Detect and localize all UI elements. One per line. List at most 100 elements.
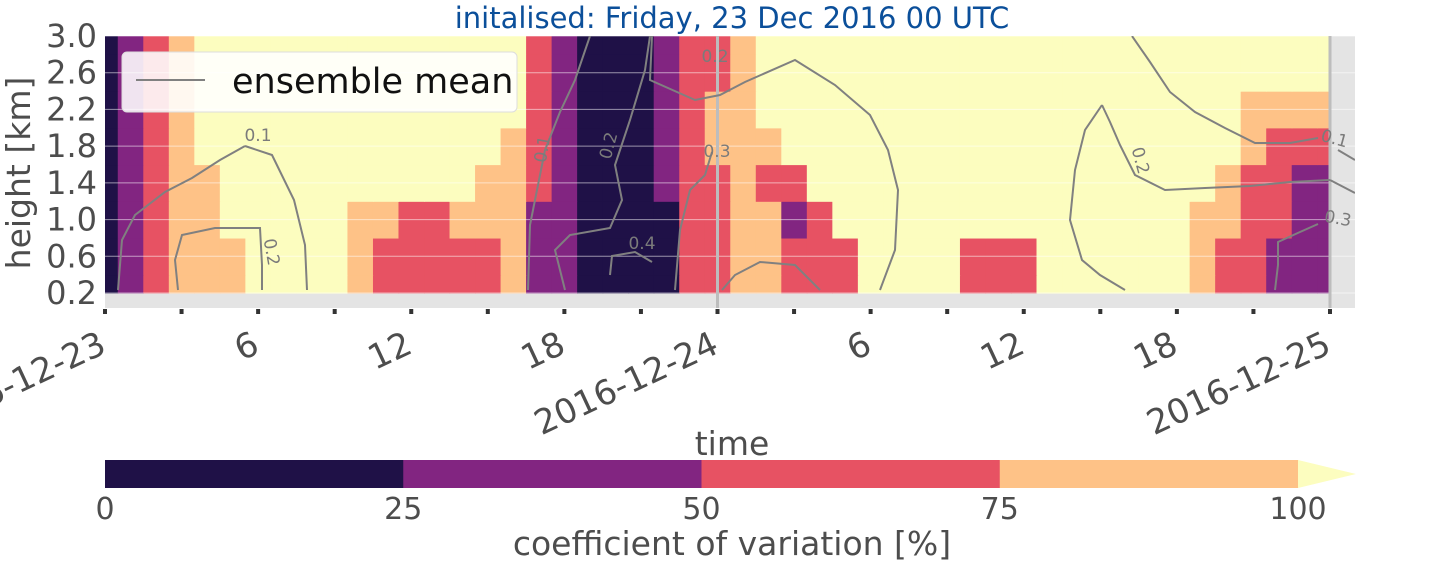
x-tick-label: 18 — [1128, 324, 1184, 379]
day-lines — [716, 36, 1332, 308]
heatmap-cell — [1138, 274, 1165, 294]
x-tick — [562, 309, 567, 314]
heatmap-cell — [424, 36, 451, 55]
contour-label: 0.1 — [531, 134, 555, 164]
heatmap-cell — [372, 36, 400, 55]
heatmap-cell — [321, 274, 349, 294]
heatmap-cell — [1010, 274, 1038, 294]
heatmap-cell — [1189, 274, 1216, 294]
heatmap-cell — [755, 36, 782, 55]
heatmap-cell — [883, 36, 910, 55]
heatmap-cell — [245, 36, 272, 55]
heatmap-cell — [321, 36, 349, 55]
heatmap-cell — [270, 274, 298, 294]
heatmap-cell — [1266, 274, 1293, 294]
colorbar — [105, 460, 1356, 488]
contour-line — [648, 36, 900, 291]
contour-line — [609, 250, 653, 276]
heatmap-cell — [1036, 36, 1063, 55]
heatmap-cell — [526, 274, 553, 294]
heatmap-cell — [270, 36, 298, 55]
heatmap-cell — [219, 274, 246, 294]
y-tick-label: 1.8 — [46, 127, 97, 165]
y-tick-label: 0.2 — [46, 274, 97, 312]
x-tick — [715, 309, 720, 314]
x-axis-label: time — [695, 424, 770, 463]
heatmap-cell — [934, 36, 961, 55]
heatmap-cell — [781, 274, 808, 294]
heatmap-cell — [245, 274, 272, 294]
heatmap-cell — [1215, 274, 1242, 294]
x-tick — [868, 309, 873, 314]
heatmap-cell — [424, 274, 451, 294]
x-tick — [256, 309, 261, 314]
heatmap-cell — [1317, 274, 1331, 294]
x-tick — [179, 309, 184, 314]
heatmap-cell — [500, 274, 527, 294]
contour-label: 0.2 — [701, 47, 728, 67]
heatmap-cell — [551, 274, 578, 294]
x-tick — [485, 309, 490, 314]
colorbar-segment — [403, 460, 702, 488]
y-tick-label: 1.0 — [46, 201, 97, 239]
heatmap-cell — [730, 274, 757, 294]
contour-label: 0.3 — [1323, 207, 1353, 231]
heatmap-cell — [105, 274, 119, 294]
y-tick-label: 1.4 — [46, 164, 97, 202]
heatmap-cell — [194, 274, 221, 294]
contour-line — [527, 36, 591, 291]
contour-label: 0.4 — [628, 234, 655, 254]
heatmap-cell — [577, 36, 604, 55]
heatmap-cell — [781, 36, 808, 55]
contour-line — [244, 145, 308, 291]
chart-title: initalised: Friday, 23 Dec 2016 00 UTC — [455, 1, 1010, 35]
colorbar-tick-label: 50 — [682, 492, 720, 527]
x-tick-label: 12 — [974, 324, 1030, 379]
heatmap-cell — [1240, 36, 1267, 55]
heatmap-cell — [1164, 274, 1191, 294]
heatmap-cell — [857, 274, 884, 294]
legend-label: ensemble mean — [232, 62, 513, 102]
x-tick — [332, 309, 337, 314]
heatmap-cell — [347, 274, 374, 294]
heatmap-cell — [1062, 36, 1089, 55]
heatmap-cell — [105, 36, 119, 55]
heatmap-cell — [1189, 36, 1216, 55]
x-ticks — [103, 309, 1332, 314]
x-tick — [945, 309, 950, 314]
y-tick-label: 2.6 — [46, 54, 97, 92]
heatmap-cell — [602, 274, 629, 294]
y-axis-label: height [km] — [0, 77, 38, 270]
heatmap-cell — [296, 36, 323, 55]
heatmap-cell — [679, 36, 706, 55]
heatmap-cell — [959, 274, 987, 294]
heatmap-cell — [475, 274, 502, 294]
y-tick-label: 2.2 — [46, 90, 97, 128]
heatmap-cell — [449, 36, 476, 55]
heatmap-cell — [1113, 36, 1140, 55]
colorbar-tick-label: 25 — [384, 492, 422, 527]
colorbar-segment — [999, 460, 1299, 488]
x-tick — [1251, 309, 1256, 314]
heatmap-cell — [1291, 274, 1318, 294]
contour-line — [553, 36, 651, 291]
heatmap-cell — [1317, 36, 1331, 55]
heatmap-cell — [143, 36, 170, 55]
heatmap-cell — [1291, 36, 1318, 55]
contour-line — [1068, 104, 1126, 291]
heatmap-cell — [1087, 274, 1114, 294]
colorbar-tick-label: 75 — [981, 492, 1019, 527]
contour-line — [117, 145, 246, 291]
colorbar-tick-labels: 0 25 50 75 100 — [95, 492, 1326, 527]
contour-line — [1101, 104, 1331, 192]
contour-line — [674, 151, 713, 291]
x-tick — [792, 309, 797, 314]
heatmap-cell — [143, 274, 170, 294]
x-tick-label: 6 — [228, 324, 265, 369]
heatmap-cell — [985, 36, 1012, 55]
contour-label: 0.2 — [259, 237, 283, 267]
heatmap-cell — [1215, 36, 1242, 55]
heatmap-cell — [857, 36, 884, 55]
heatmap-cell — [653, 274, 680, 294]
